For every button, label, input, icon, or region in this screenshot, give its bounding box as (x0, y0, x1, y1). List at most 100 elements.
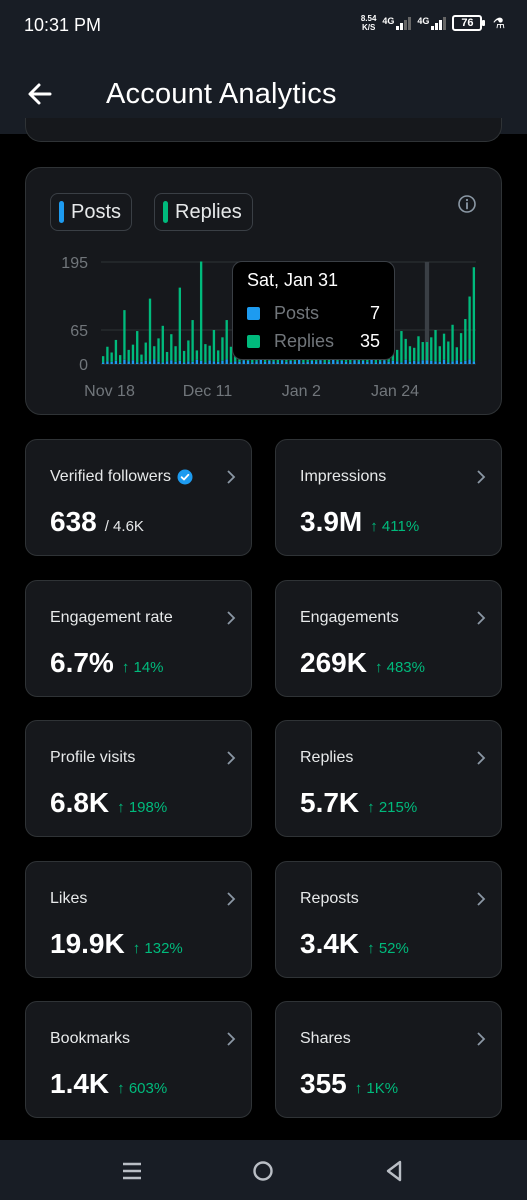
posts-bar (323, 362, 326, 364)
page-title: Account Analytics (106, 78, 337, 110)
replies-bar (221, 337, 224, 361)
posts-bar (430, 360, 433, 364)
metric-change: ↑ 1K% (354, 1080, 399, 1097)
metric-value-row: 1.4K ↑ 603% (50, 1068, 167, 1100)
posts-bar (378, 361, 382, 364)
posts-bar (259, 359, 262, 364)
posts-bar (242, 360, 245, 364)
posts-bar (293, 361, 297, 364)
signal-1-icon: 4G (382, 16, 412, 30)
verified-badge-icon (177, 469, 193, 485)
posts-bar (119, 362, 122, 364)
replies-bar (101, 356, 105, 363)
posts-bar (272, 361, 275, 364)
posts-bar (370, 359, 373, 364)
signal-2-label: 4G (417, 16, 430, 26)
posts-bar (310, 360, 314, 364)
metric-value-row: 6.7% ↑ 14% (50, 647, 164, 679)
metric-value: 3.4K (300, 928, 360, 959)
metric-card-reposts[interactable]: Reposts 3.4K ↑ 52% (275, 861, 502, 978)
network-speed: 8.54 K/S (361, 14, 377, 32)
metric-change: ↑ 14% (121, 659, 164, 676)
replies-bar (434, 330, 437, 362)
metric-card-bookmarks[interactable]: Bookmarks 1.4K ↑ 603% (25, 1001, 252, 1118)
replies-bar (182, 350, 186, 363)
replies-bar (106, 346, 109, 362)
replies-bar (170, 334, 173, 361)
replies-bar (187, 340, 190, 362)
replies-bar (459, 333, 463, 362)
info-icon[interactable] (457, 194, 477, 214)
metric-label: Shares (300, 1030, 351, 1047)
metric-card-likes[interactable]: Likes 19.9K ↑ 132% (25, 861, 252, 978)
metric-value: 269K (300, 647, 367, 678)
metric-label: Bookmarks (50, 1030, 131, 1047)
posts-bar (136, 362, 139, 364)
back-arrow-icon[interactable] (24, 78, 56, 110)
posts-swatch (59, 201, 64, 223)
x-tick-label: Jan 24 (371, 383, 419, 400)
posts-bar (400, 362, 403, 364)
replies-bar (153, 346, 156, 360)
posts-bar (306, 361, 309, 364)
posts-bar (468, 359, 471, 364)
replies-bar (229, 346, 233, 363)
posts-bar (191, 361, 194, 364)
posts-bar (366, 361, 369, 364)
tooltip-replies-label: Replies (274, 330, 335, 351)
replies-bar (430, 337, 433, 361)
metric-card-engagements[interactable]: Engagements 269K ↑ 483% (275, 580, 502, 697)
back-nav-icon[interactable] (378, 1155, 410, 1187)
replies-bar (127, 349, 130, 362)
replies-bar (123, 310, 126, 360)
legend-replies-toggle[interactable]: Replies (154, 193, 253, 231)
metric-label: Impressions (300, 468, 387, 485)
metric-card-impressions[interactable]: Impressions 3.9M ↑ 411% (275, 439, 502, 556)
replies-bar (421, 342, 424, 361)
posts-bar (425, 360, 429, 364)
replies-bar (119, 355, 122, 363)
legend-posts-label: Posts (71, 200, 122, 223)
tooltip-row-replies: Replies 35 (247, 327, 380, 355)
chevron-right-icon (477, 611, 486, 625)
replies-bar (204, 344, 207, 363)
posts-bar (229, 362, 233, 364)
replies-bar (438, 346, 441, 362)
posts-bar (212, 361, 216, 364)
chevron-right-icon (477, 892, 486, 906)
posts-bar (349, 362, 352, 364)
posts-bar (395, 361, 399, 364)
posts-bar (464, 360, 467, 364)
tooltip-replies-value: 35 (359, 330, 380, 351)
metric-card-verified-followers[interactable]: Verified followers 638 / 4.6K (25, 439, 252, 556)
tooltip-posts-label: Posts (274, 302, 320, 323)
status-time: 10:31 PM (24, 15, 102, 35)
replies-bar (191, 320, 194, 362)
posts-bar (140, 361, 143, 364)
metric-card-profile-visits[interactable]: Profile visits 6.8K ↑ 198% (25, 720, 252, 837)
metric-change: ↑ 603% (117, 1080, 168, 1097)
x-tick-label: Jan 2 (282, 383, 321, 400)
replies-bar (110, 352, 113, 362)
metric-card-engagement-rate[interactable]: Engagement rate 6.7% ↑ 14% (25, 580, 252, 697)
posts-bar (170, 360, 173, 364)
posts-bar (451, 361, 454, 364)
posts-bar (174, 361, 177, 364)
replies-bar (455, 347, 458, 361)
legend-posts-toggle[interactable]: Posts (50, 193, 133, 231)
system-nav-bar (0, 1140, 527, 1200)
metric-card-replies[interactable]: Replies 5.7K ↑ 215% (275, 720, 502, 837)
chevron-right-icon (227, 611, 236, 625)
posts-bar (195, 359, 199, 364)
replies-bar (195, 350, 199, 360)
posts-bar (361, 360, 365, 364)
posts-bar (340, 360, 343, 364)
posts-bar (472, 361, 476, 364)
metric-card-shares[interactable]: Shares 355 ↑ 1K% (275, 1001, 502, 1118)
home-icon[interactable] (247, 1155, 279, 1187)
recent-apps-icon[interactable] (116, 1155, 148, 1187)
posts-bar (434, 361, 437, 364)
replies-bar (131, 344, 135, 361)
posts-bar (217, 361, 220, 364)
tooltip-posts-value: 7 (369, 302, 380, 323)
